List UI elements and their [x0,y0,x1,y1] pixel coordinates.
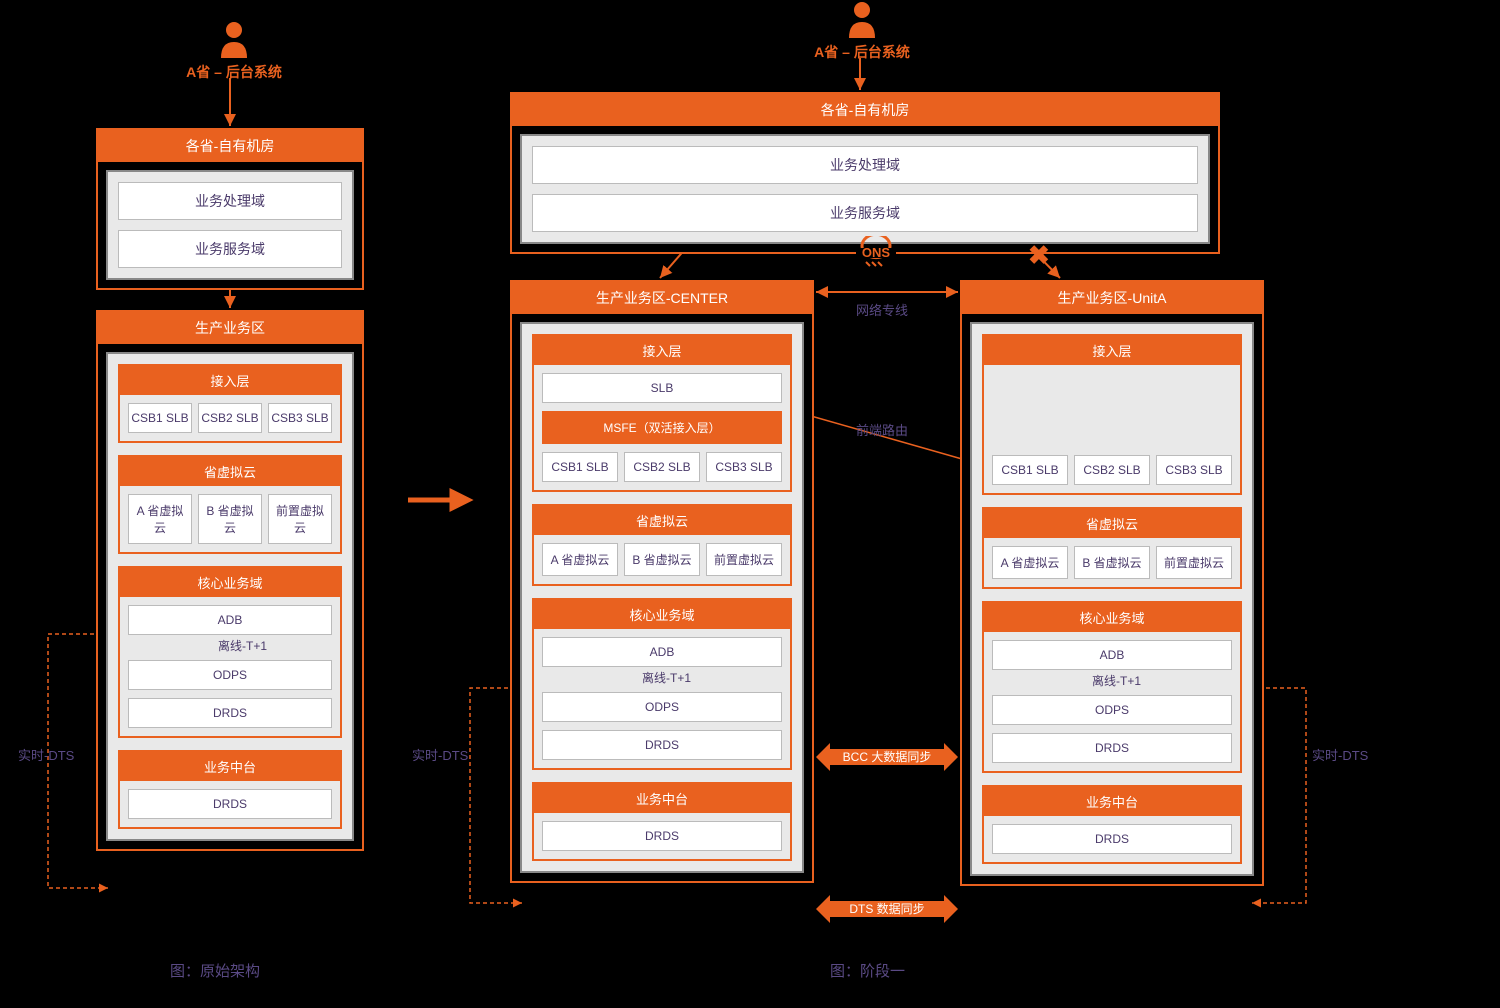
dts-left-label: 实时-DTS [18,745,74,764]
csb-cell: CSB3 SLB [706,452,782,482]
unit-mid-title: 业务中台 [984,787,1240,816]
odps-cell: ODPS [542,692,782,722]
unit-core-title: 核心业务域 [984,603,1240,632]
left-mid-title: 业务中台 [120,752,340,781]
row-biz-service: 业务服务域 [118,230,342,268]
actor-right: A省 – 后台系统 [812,0,912,62]
unit-access: 接入层 CSB1 SLB CSB2 SLB CSB3 SLB [982,334,1242,495]
left-top-panel: 各省-自有机房 业务处理域 业务服务域 [96,128,364,290]
left-prod-panel: 生产业务区 接入层 CSB1 SLB CSB2 SLB CSB3 SLB 省虚拟… [96,310,364,851]
center-mid-title: 业务中台 [534,784,790,813]
csb-cell: CSB2 SLB [198,403,262,433]
left-core: 核心业务域 ADB 离线-T+1 ODPS DRDS [118,566,342,738]
x-mark-icon: ✖ [1028,240,1050,271]
slb-cell: SLB [542,373,782,403]
drds-cell: DRDS [542,730,782,760]
bcc-text: BCC 大数据同步 [843,749,932,764]
unit-title: 生产业务区-UnitA [962,282,1262,314]
adb-cell: ADB [128,605,332,635]
row-biz-process: 业务处理域 [118,182,342,220]
diagram-canvas: A省 – 后台系统 A省 – 后台系统 各省-自有机房 业务处理域 业务服务域 … [0,0,1500,1008]
center-access-title: 接入层 [534,336,790,365]
center-core-title: 核心业务域 [534,600,790,629]
csb-cell: CSB2 SLB [1074,455,1150,485]
unit-cloud: 省虚拟云 A 省虚拟云 B 省虚拟云 前置虚拟云 [982,507,1242,589]
left-top-title: 各省-自有机房 [98,130,362,162]
drds-cell: DRDS [992,824,1232,854]
csb-cell: CSB3 SLB [268,403,332,433]
cloud-cell: 前置虚拟云 [268,494,332,544]
cloud-cell: A 省虚拟云 [992,546,1068,579]
ons-text: ONS [862,245,891,260]
center-core: 核心业务域 ADB 离线-T+1 ODPS DRDS [532,598,792,770]
left-core-title: 核心业务域 [120,568,340,597]
user-icon [184,20,284,58]
drds-cell: DRDS [542,821,782,851]
dts-arrow: DTS 数据同步 [816,892,958,929]
csb-cell: CSB3 SLB [1156,455,1232,485]
user-icon [812,0,912,38]
offline-label: 离线-T+1 [992,670,1232,695]
front-route-label: 前端路由 [856,420,908,439]
cloud-cell: A 省虚拟云 [542,543,618,576]
msfe-cell: MSFE（双活接入层） [542,411,782,444]
left-cloud-title: 省虚拟云 [120,457,340,486]
dts-right-label: 实时-DTS [1312,745,1368,764]
dts-text: DTS 数据同步 [849,901,924,916]
caption-left: 图：原始架构 [170,960,260,981]
right-top-title: 各省-自有机房 [512,94,1218,126]
offline-label: 离线-T+1 [128,635,332,660]
bcc-arrow: BCC 大数据同步 [816,740,958,777]
caption-right: 图：阶段一 [830,960,905,981]
cloud-cell: A 省虚拟云 [128,494,192,544]
ons-badge: ONS [848,236,904,270]
offline-label: 离线-T+1 [542,667,782,692]
left-access: 接入层 CSB1 SLB CSB2 SLB CSB3 SLB [118,364,342,443]
actor-right-label: A省 – 后台系统 [812,42,912,62]
adb-cell: ADB [992,640,1232,670]
unit-core: 核心业务域 ADB 离线-T+1 ODPS DRDS [982,601,1242,773]
center-panel: 生产业务区-CENTER 接入层 SLB MSFE（双活接入层） CSB1 SL… [510,280,814,883]
cloud-cell: 前置虚拟云 [1156,546,1232,579]
center-title: 生产业务区-CENTER [512,282,812,314]
actor-left: A省 – 后台系统 [184,20,284,82]
cloud-cell: B 省虚拟云 [624,543,700,576]
cloud-cell: B 省虚拟云 [1074,546,1150,579]
left-access-title: 接入层 [120,366,340,395]
row-biz-service: 业务服务域 [532,194,1198,232]
unit-mid: 业务中台 DRDS [982,785,1242,864]
unit-panel: 生产业务区-UnitA 接入层 CSB1 SLB CSB2 SLB CSB3 S… [960,280,1264,886]
cloud-cell: 前置虚拟云 [706,543,782,576]
left-mid: 业务中台 DRDS [118,750,342,829]
row-biz-process: 业务处理域 [532,146,1198,184]
drds-cell: DRDS [128,789,332,819]
csb-cell: CSB1 SLB [542,452,618,482]
netline-label: 网络专线 [856,300,908,319]
odps-cell: ODPS [992,695,1232,725]
actor-left-label: A省 – 后台系统 [184,62,284,82]
dts-mid-label: 实时-DTS [412,745,468,764]
center-cloud: 省虚拟云 A 省虚拟云 B 省虚拟云 前置虚拟云 [532,504,792,586]
unit-cloud-title: 省虚拟云 [984,509,1240,538]
csb-cell: CSB1 SLB [992,455,1068,485]
center-access: 接入层 SLB MSFE（双活接入层） CSB1 SLB CSB2 SLB CS… [532,334,792,492]
left-prod-title: 生产业务区 [98,312,362,344]
right-top-panel: 各省-自有机房 业务处理域 业务服务域 [510,92,1220,254]
left-cloud: 省虚拟云 A 省虚拟云 B 省虚拟云 前置虚拟云 [118,455,342,554]
drds-cell: DRDS [128,698,332,728]
adb-cell: ADB [542,637,782,667]
unit-access-title: 接入层 [984,336,1240,365]
center-cloud-title: 省虚拟云 [534,506,790,535]
drds-cell: DRDS [992,733,1232,763]
csb-cell: CSB1 SLB [128,403,192,433]
center-mid: 业务中台 DRDS [532,782,792,861]
csb-cell: CSB2 SLB [624,452,700,482]
odps-cell: ODPS [128,660,332,690]
cloud-cell: B 省虚拟云 [198,494,262,544]
